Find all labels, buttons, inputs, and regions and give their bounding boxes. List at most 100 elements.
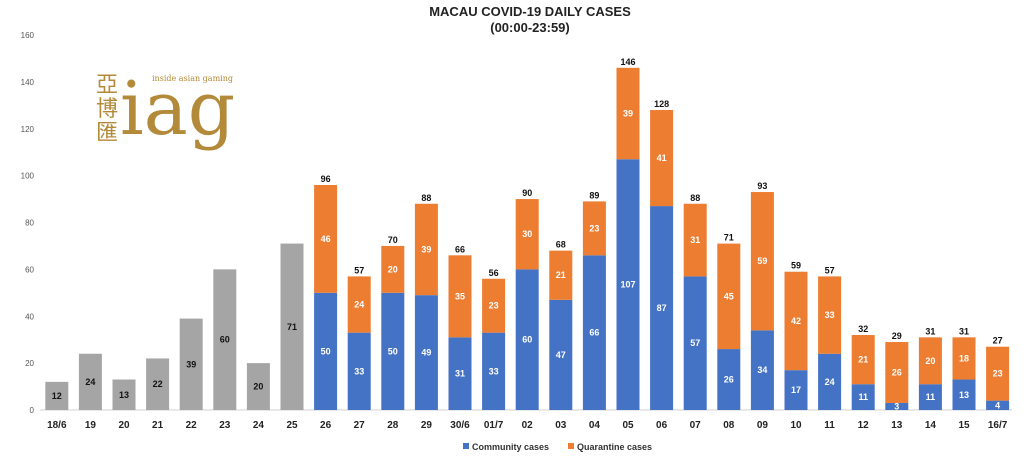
logo: 亞 博 匯 inside asian gaming iag <box>96 66 235 152</box>
data-label-community: 34 <box>757 365 767 375</box>
data-label-quarantine: 30 <box>522 229 532 239</box>
bar-community <box>952 379 976 410</box>
data-label: 13 <box>119 390 129 400</box>
chart-subtitle: (00:00-23:59) <box>490 20 570 35</box>
x-tick-label: 27 <box>354 420 366 431</box>
bars: 1224132239602071504696332457502070493988… <box>45 57 1010 411</box>
bar-community <box>885 402 909 410</box>
data-label-quarantine: 24 <box>354 300 364 310</box>
data-label: 20 <box>253 382 263 392</box>
x-tick-label: 11 <box>824 420 835 431</box>
x-tick-label: 10 <box>790 420 802 431</box>
bar-community <box>986 400 1010 410</box>
data-label-community: 33 <box>354 366 364 376</box>
data-label-total: 88 <box>690 193 700 203</box>
x-tick-label: 19 <box>85 420 97 431</box>
data-label-total: 93 <box>757 181 767 191</box>
data-label-quarantine: 21 <box>556 270 566 280</box>
bar-quarantine <box>952 337 976 380</box>
data-label-community: 17 <box>791 385 801 395</box>
data-label: 39 <box>186 359 196 369</box>
data-label-community: 50 <box>388 346 398 356</box>
data-label-community: 24 <box>825 377 835 387</box>
bar-quarantine <box>717 243 741 350</box>
data-label-community: 87 <box>657 303 667 313</box>
logo-wordmark: iag <box>120 66 235 152</box>
x-tick-label: 16/7 <box>988 420 1008 431</box>
bar-total <box>78 353 102 410</box>
data-label-total: 128 <box>654 99 669 109</box>
bar-quarantine <box>347 276 371 333</box>
x-tick-label: 06 <box>656 420 668 431</box>
data-label-quarantine: 18 <box>959 353 969 363</box>
data-label-community: 33 <box>489 366 499 376</box>
bar-quarantine <box>616 67 640 160</box>
data-label-total: 90 <box>522 188 532 198</box>
bar-quarantine <box>448 255 472 338</box>
data-label-total: 70 <box>388 235 398 245</box>
data-label-quarantine: 39 <box>421 244 431 254</box>
x-tick-label: 04 <box>589 420 601 431</box>
bar-total <box>45 381 69 410</box>
chart-title: MACAU COVID-19 DAILY CASES <box>429 4 631 19</box>
bar-community <box>414 295 438 410</box>
x-tick-label: 13 <box>891 420 903 431</box>
data-label-total: 68 <box>556 240 566 250</box>
data-label-quarantine: 23 <box>489 301 499 311</box>
x-axis: 18/6 19 20 21 22 23 24 25 26 27 28 29 30/6 01/7 02 03 04… <box>47 420 1008 431</box>
bar-quarantine <box>482 278 506 333</box>
data-label-quarantine: 42 <box>791 316 801 326</box>
x-tick-label: 21 <box>152 420 164 431</box>
bar-community <box>650 206 674 410</box>
x-tick-label: 23 <box>219 420 231 431</box>
x-tick-label: 15 <box>958 420 970 431</box>
data-label-total: 88 <box>421 193 431 203</box>
x-tick-label: 28 <box>387 420 399 431</box>
data-label-community: 4 <box>995 400 1000 410</box>
bar-quarantine <box>650 110 674 207</box>
x-tick-label: 05 <box>622 420 634 431</box>
data-label-total: 89 <box>589 190 599 200</box>
y-tick-label: 140 <box>21 78 35 87</box>
x-tick-label: 29 <box>421 420 433 431</box>
data-label-quarantine: 20 <box>925 356 935 366</box>
bar-community <box>683 276 707 410</box>
bar-community <box>314 292 338 410</box>
logo-tagline: inside asian gaming <box>152 74 233 83</box>
bar-community <box>582 255 606 410</box>
data-label-total: 31 <box>959 326 969 336</box>
bar-community <box>717 349 741 410</box>
bar-quarantine <box>918 337 942 385</box>
data-label-quarantine: 23 <box>589 223 599 233</box>
data-label-quarantine: 23 <box>993 369 1003 379</box>
data-label-total: 29 <box>892 331 902 341</box>
data-label-quarantine: 26 <box>892 368 902 378</box>
data-label-total: 96 <box>321 174 331 184</box>
y-tick-label: 160 <box>21 31 35 40</box>
bar-community <box>381 292 405 410</box>
data-label: 24 <box>85 377 95 387</box>
bar-quarantine <box>381 245 405 293</box>
y-axis: 0 20 40 60 80 100 120 140 160 <box>21 31 35 415</box>
logo-cjk-1: 亞 <box>96 73 118 98</box>
y-tick-label: 40 <box>25 312 34 321</box>
legend-community-label: Community cases <box>472 442 549 452</box>
x-tick-label: 12 <box>858 420 870 431</box>
data-label-community: 57 <box>690 338 700 348</box>
y-tick-label: 100 <box>21 172 35 181</box>
x-tick-label: 02 <box>522 420 534 431</box>
bar-total <box>246 363 270 410</box>
bar-total <box>213 269 237 410</box>
x-tick-label: 07 <box>690 420 702 431</box>
data-label-community: 11 <box>926 392 936 402</box>
x-tick-label: 20 <box>118 420 130 431</box>
bar-quarantine <box>986 346 1010 401</box>
bar-quarantine <box>582 201 606 256</box>
data-label-quarantine: 46 <box>321 234 331 244</box>
x-tick-label: 22 <box>186 420 198 431</box>
data-label-quarantine: 31 <box>690 235 700 245</box>
data-label-community: 60 <box>522 335 532 345</box>
bar-quarantine <box>885 342 909 403</box>
x-tick-label: 14 <box>925 420 937 431</box>
